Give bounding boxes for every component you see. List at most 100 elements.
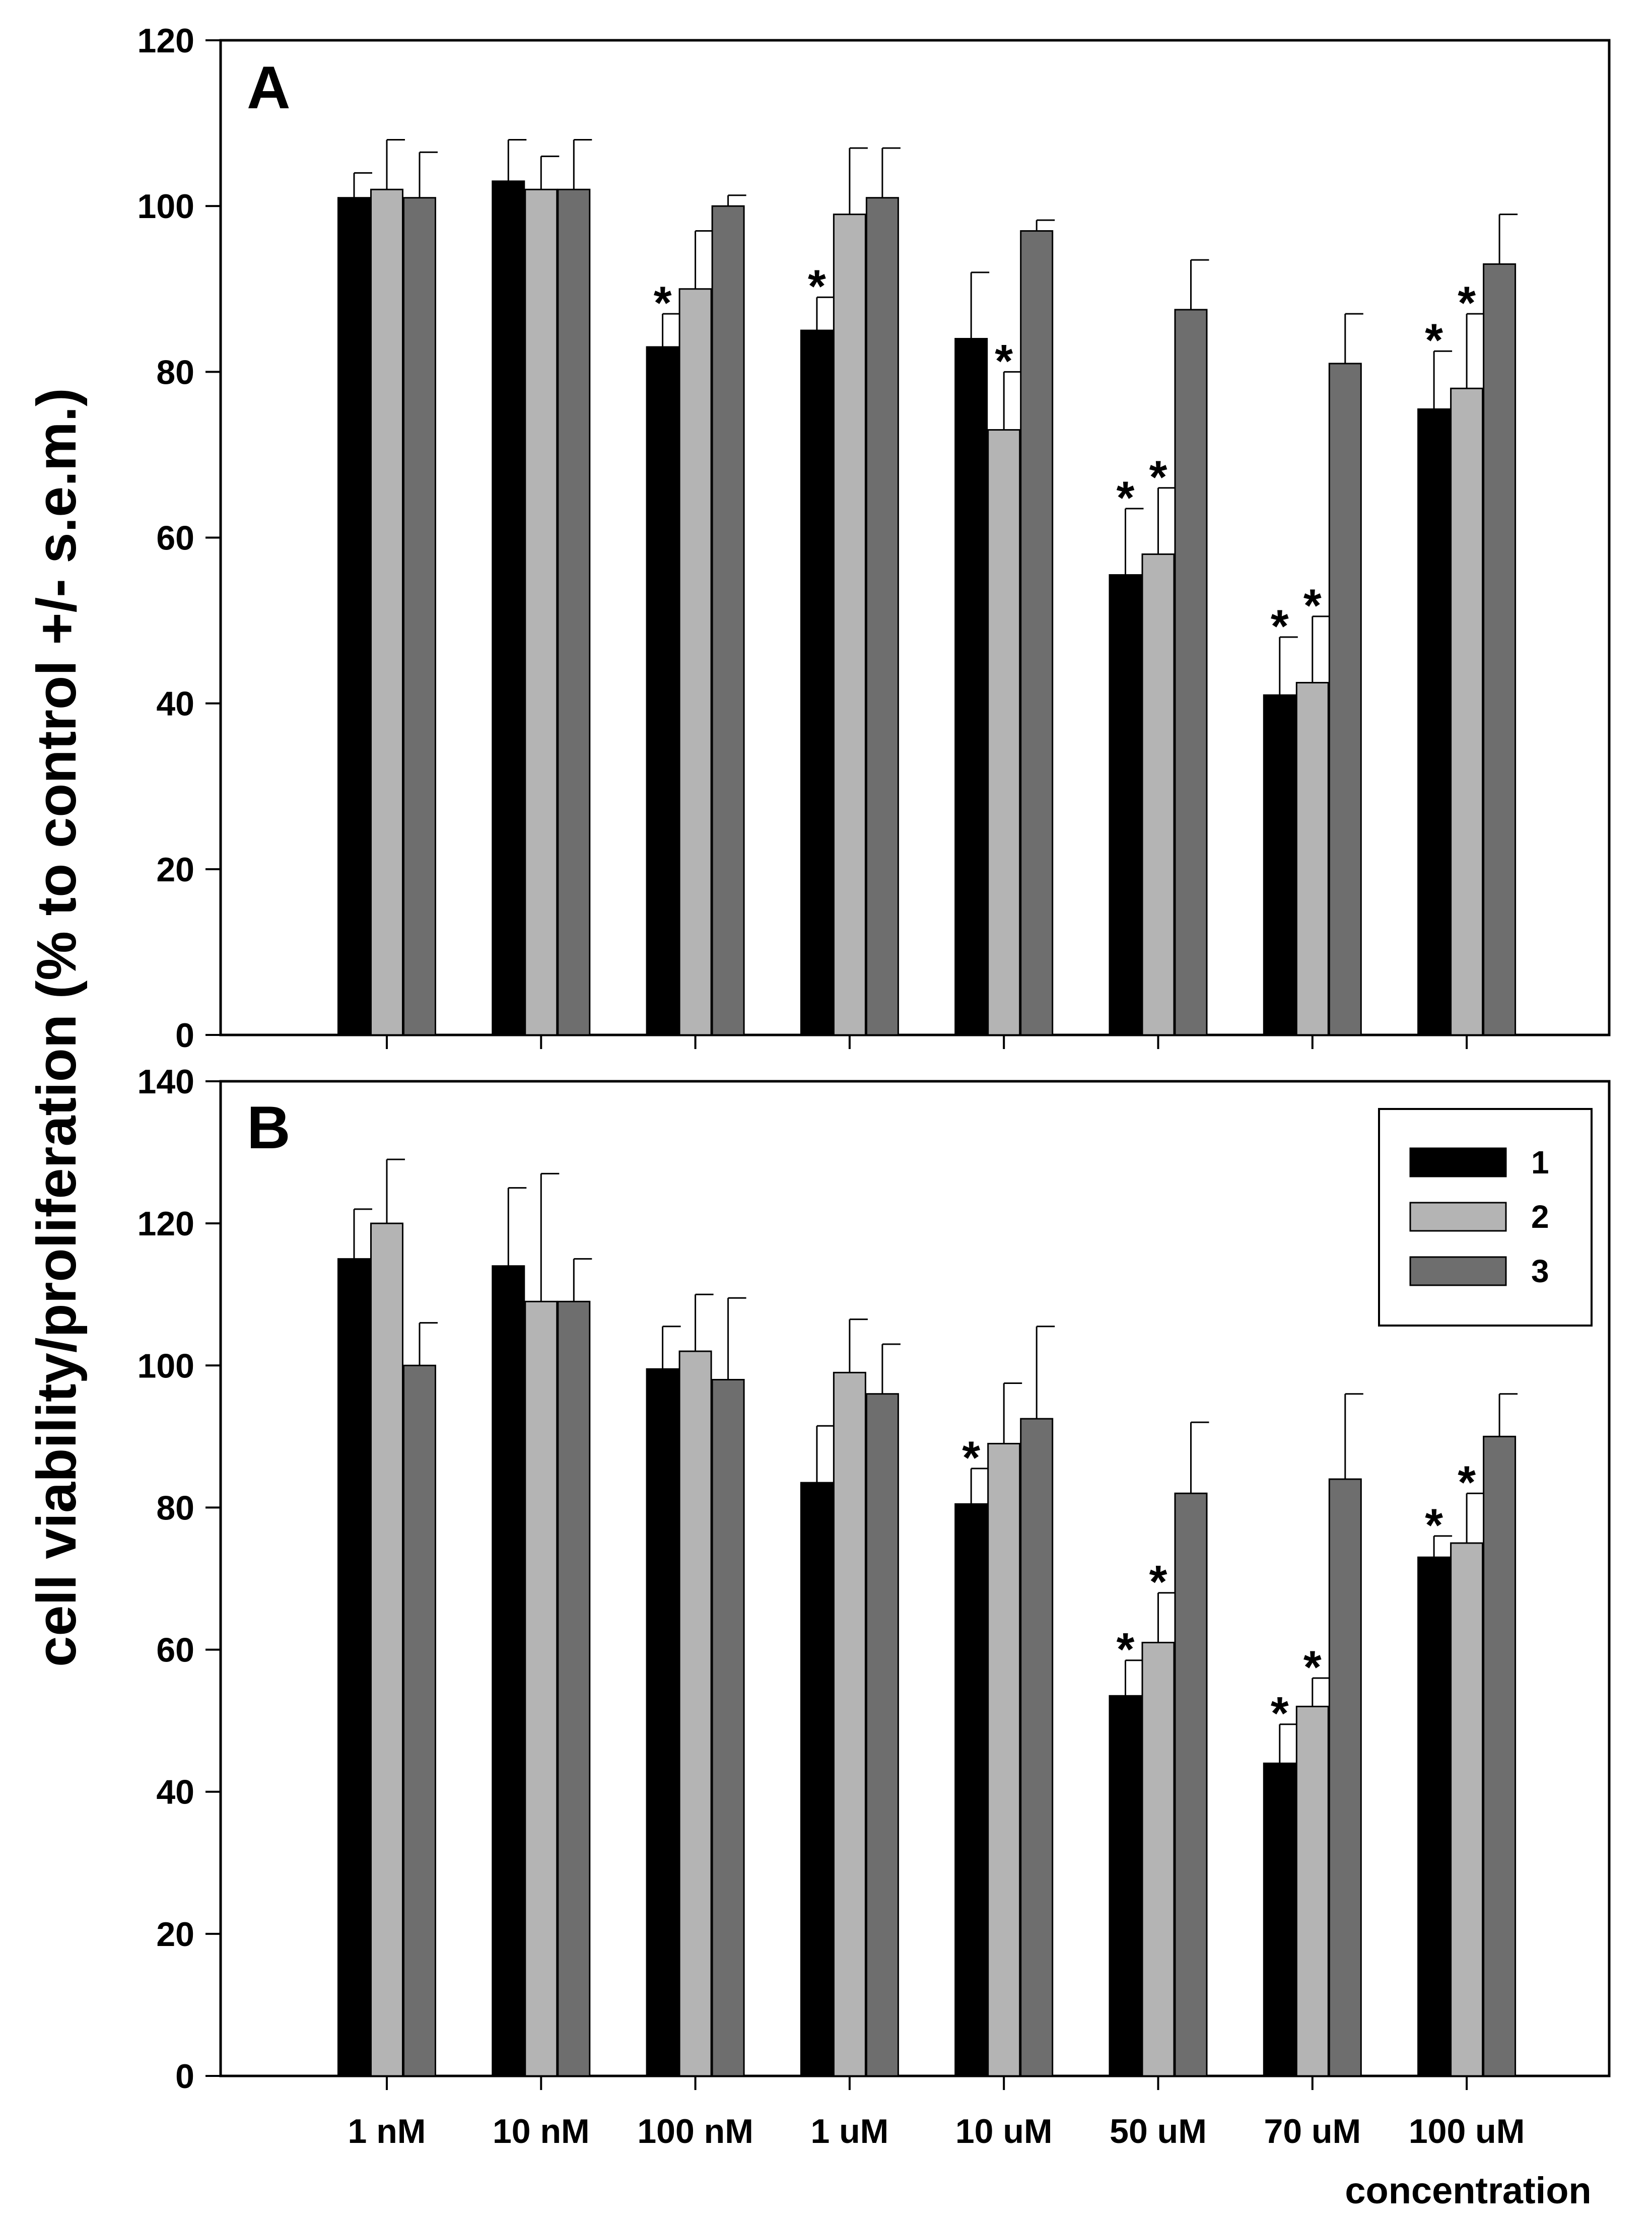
bar-series-1 [800, 329, 834, 1036]
bar-series-3 [1174, 309, 1208, 1036]
bar-series-3 [1020, 1418, 1054, 2077]
bar-series-1 [954, 1503, 988, 2077]
bar-series-3 [1020, 230, 1054, 1036]
x-tick-label: 10 nM [493, 2112, 590, 2150]
x-tick-label: 1 nM [348, 2112, 426, 2150]
bar-series-3 [711, 205, 745, 1036]
legend-label-2: 2 [1531, 1199, 1549, 1235]
y-tick-label: 140 [137, 1063, 194, 1101]
y-tick-label: 100 [137, 1347, 194, 1385]
panel-a-letter: A [247, 54, 291, 121]
bar-series-3 [865, 1393, 899, 2077]
bar-series-1 [337, 197, 371, 1036]
bar-series-3 [557, 1300, 591, 2077]
x-tick-label: 10 uM [955, 2112, 1053, 2150]
bar-series-3 [711, 1379, 745, 2077]
bar-series-1 [954, 338, 988, 1036]
significance-star: * [962, 1432, 980, 1484]
significance-star: * [1271, 601, 1289, 652]
bar-series-3 [403, 197, 436, 1036]
bar-series-3 [557, 188, 591, 1036]
bar-series-2 [1141, 553, 1175, 1036]
y-tick-label: 80 [156, 353, 194, 391]
significance-star: * [1303, 580, 1322, 632]
significance-star: * [1117, 472, 1135, 524]
bar-series-1 [1417, 1556, 1451, 2077]
bar-series-2 [370, 1222, 403, 2077]
significance-star: * [654, 277, 672, 329]
significance-star: * [995, 335, 1013, 387]
bar-series-2 [370, 188, 403, 1036]
legend-label-3: 3 [1531, 1253, 1549, 1289]
y-tick-label: 0 [175, 1016, 194, 1055]
legend-label-1: 1 [1531, 1144, 1549, 1180]
bar-series-1 [337, 1258, 371, 2077]
bar-series-1 [1417, 408, 1451, 1036]
y-tick-label: 120 [137, 22, 194, 60]
bar-series-3 [1328, 363, 1362, 1036]
legend-swatch-3 [1409, 1256, 1507, 1286]
y-tick-label: 60 [156, 519, 194, 558]
y-tick-label: 0 [175, 2057, 194, 2096]
significance-star: * [1149, 1557, 1167, 1608]
bar-series-2 [987, 1442, 1021, 2077]
bar-series-1 [492, 180, 525, 1036]
bar-series-3 [1174, 1492, 1208, 2077]
bar-series-3 [1328, 1478, 1362, 2077]
bar-series-1 [492, 1265, 525, 2077]
y-tick-label: 40 [156, 1773, 194, 1812]
panel-a-bars: * * * * * * * * * [337, 139, 1518, 1036]
bar-series-2 [524, 1300, 558, 2077]
significance-star: * [1425, 1500, 1443, 1551]
significance-star: * [1303, 1642, 1322, 1693]
legend-swatch-1 [1409, 1147, 1507, 1177]
significance-star: * [1149, 452, 1167, 503]
panel-a-y-ticks: 0 20 40 60 80 100 120 [137, 22, 1468, 1055]
bar-series-2 [678, 288, 712, 1036]
bar-series-2 [1295, 1705, 1329, 2077]
x-tick-label: 70 uM [1264, 2112, 1361, 2150]
y-tick-label: 20 [156, 851, 194, 889]
significance-star: * [1458, 277, 1476, 329]
bar-series-2 [524, 188, 558, 1036]
bar-series-2 [1141, 1641, 1175, 2077]
bar-series-3 [1483, 263, 1517, 1036]
bar-series-1 [646, 1368, 679, 2077]
bar-series-1 [646, 346, 679, 1036]
panel-a: A 0 20 40 60 80 100 120 * * * * * * * * * [137, 22, 1611, 1055]
x-tick-label: 100 nM [637, 2112, 753, 2150]
significance-star: * [1458, 1457, 1476, 1508]
significance-star: * [1271, 1688, 1289, 1740]
bar-series-2 [1450, 387, 1484, 1036]
panel-b-letter: B [247, 1094, 291, 1161]
bar-series-2 [1450, 1542, 1484, 2077]
panel-b-y-ticks: 0 20 40 60 80 100 120 140 [137, 1063, 1468, 2096]
bar-series-1 [1109, 574, 1142, 1036]
bar-series-1 [800, 1482, 834, 2077]
bar-series-2 [833, 214, 866, 1036]
panel-b-frame [219, 1080, 1611, 2077]
y-tick-label: 40 [156, 685, 194, 723]
bar-series-1 [1263, 694, 1296, 1036]
legend-swatch-2 [1409, 1202, 1507, 1232]
x-axis-title: concentration [1345, 2170, 1591, 2211]
bar-series-1 [1263, 1762, 1296, 2077]
x-tick-label: 50 uM [1110, 2112, 1207, 2150]
bar-series-2 [987, 429, 1021, 1036]
panel-b: B 0 20 40 60 80 100 120 140 * * * * * * * [137, 1063, 1611, 2096]
x-category-labels: 1 nM 10 nM 100 nM 1 uM 10 uM 50 uM 70 uM… [348, 2112, 1525, 2150]
significance-star: * [1117, 1624, 1135, 1676]
y-tick-label: 80 [156, 1489, 194, 1527]
bar-series-2 [1295, 682, 1329, 1036]
significance-star: * [808, 261, 826, 312]
bar-series-3 [1483, 1435, 1517, 2077]
y-tick-label: 120 [137, 1205, 194, 1243]
panel-b-bars: * * * * * * * [337, 1158, 1518, 2077]
y-axis-title: cell viability/proliferation (% to contr… [26, 388, 88, 1667]
significance-star: * [1425, 315, 1443, 366]
y-tick-label: 20 [156, 1915, 194, 1954]
bar-series-3 [865, 197, 899, 1036]
bar-series-3 [403, 1364, 436, 2077]
bar-series-2 [678, 1350, 712, 2077]
